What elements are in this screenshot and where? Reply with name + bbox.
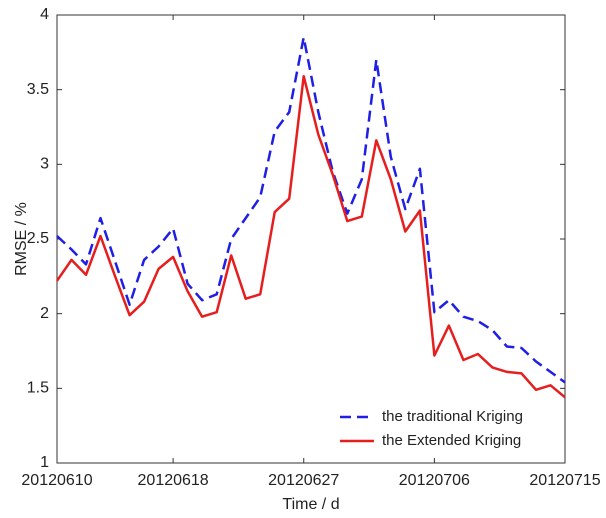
x-tick-label: 20120610 xyxy=(21,472,92,489)
series-line xyxy=(56,36,566,384)
y-tick-label: 2 xyxy=(40,305,49,322)
y-tick-label: 2.5 xyxy=(27,230,49,247)
x-tick-label: 20120715 xyxy=(529,472,600,489)
x-tick-label: 20120706 xyxy=(399,472,470,489)
y-tick-label: 1.5 xyxy=(27,380,49,397)
y-axis-label: RMSE / % xyxy=(13,202,30,276)
plot-frame xyxy=(56,14,566,464)
series-line xyxy=(55,74,566,399)
y-tick-label: 1 xyxy=(40,454,49,471)
x-axis-label: Time / d xyxy=(282,496,339,513)
legend: the traditional Kriging the Extended Krig… xyxy=(340,408,523,449)
legend-label: the Extended Kriging xyxy=(382,432,521,449)
y-tick-label: 3 xyxy=(40,156,49,173)
y-tick-label: 4 xyxy=(40,6,49,23)
x-tick-label: 20120618 xyxy=(138,472,209,489)
y-tick-label: 3.5 xyxy=(27,81,49,98)
x-tick-label: 20120627 xyxy=(268,472,339,489)
legend-label: the traditional Kriging xyxy=(382,408,523,425)
